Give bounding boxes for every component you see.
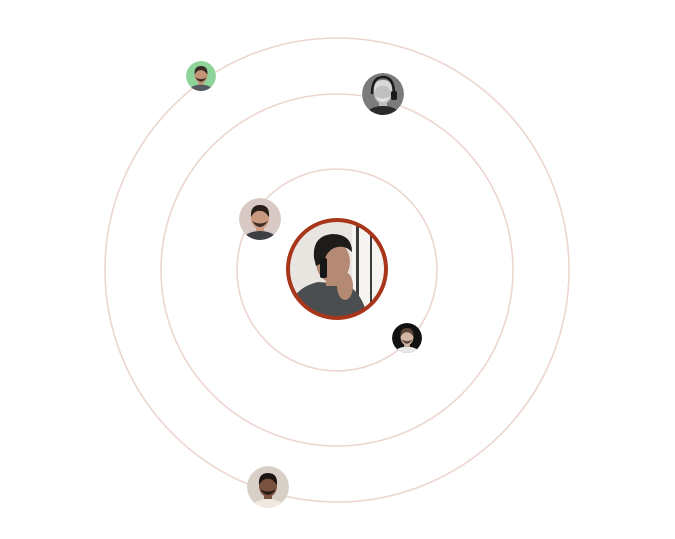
orbit-ring-inner <box>236 168 438 372</box>
man-green-background-portrait-icon <box>186 61 216 91</box>
man-on-phone-portrait-icon <box>288 220 386 318</box>
center-avatar[interactable] <box>286 218 388 320</box>
accent-ring <box>286 218 388 320</box>
man-light-background-portrait-icon <box>247 466 289 508</box>
orbit-avatar[interactable] <box>186 61 216 102</box>
orbit-avatar[interactable] <box>239 198 281 255</box>
orbit-avatar[interactable] <box>247 466 289 523</box>
man-with-headphones-portrait-icon <box>362 73 404 115</box>
orbit-ring-middle <box>160 93 514 447</box>
orbit-avatar[interactable] <box>362 73 404 130</box>
bearded-man-portrait-icon <box>239 198 281 240</box>
orbit-ring-outer <box>104 37 570 503</box>
orbit-avatar[interactable] <box>392 323 422 364</box>
smiling-man-dark-background-portrait-icon <box>392 323 422 353</box>
